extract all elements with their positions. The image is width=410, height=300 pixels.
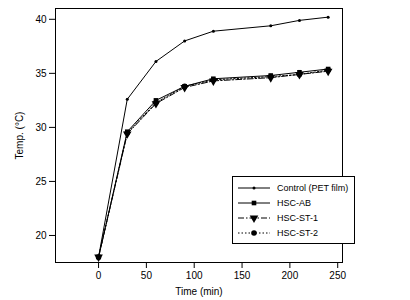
svg-text:25: 25: [35, 176, 47, 187]
svg-text:Time (min): Time (min): [175, 286, 222, 297]
svg-text:30: 30: [35, 122, 47, 133]
html-text:Control (PET film): Control (PET film): [277, 182, 349, 193]
svg-text:250: 250: [329, 270, 346, 281]
svg-text:50: 50: [141, 270, 153, 281]
svg-text:20: 20: [35, 230, 47, 241]
html-text:HSC-ST-2: HSC-ST-2: [277, 227, 318, 238]
html-text:HSC-ST-1: HSC-ST-1: [277, 212, 318, 223]
svg-text:100: 100: [186, 270, 203, 281]
svg-text:0: 0: [96, 270, 102, 281]
svg-text:Temp. (°C): Temp. (°C): [14, 112, 25, 160]
svg-text:200: 200: [282, 270, 299, 281]
svg-text:40: 40: [35, 14, 47, 25]
svg-text:35: 35: [35, 68, 47, 79]
svg-text:150: 150: [234, 270, 251, 281]
html-text:HSC-AB: HSC-AB: [277, 197, 311, 208]
